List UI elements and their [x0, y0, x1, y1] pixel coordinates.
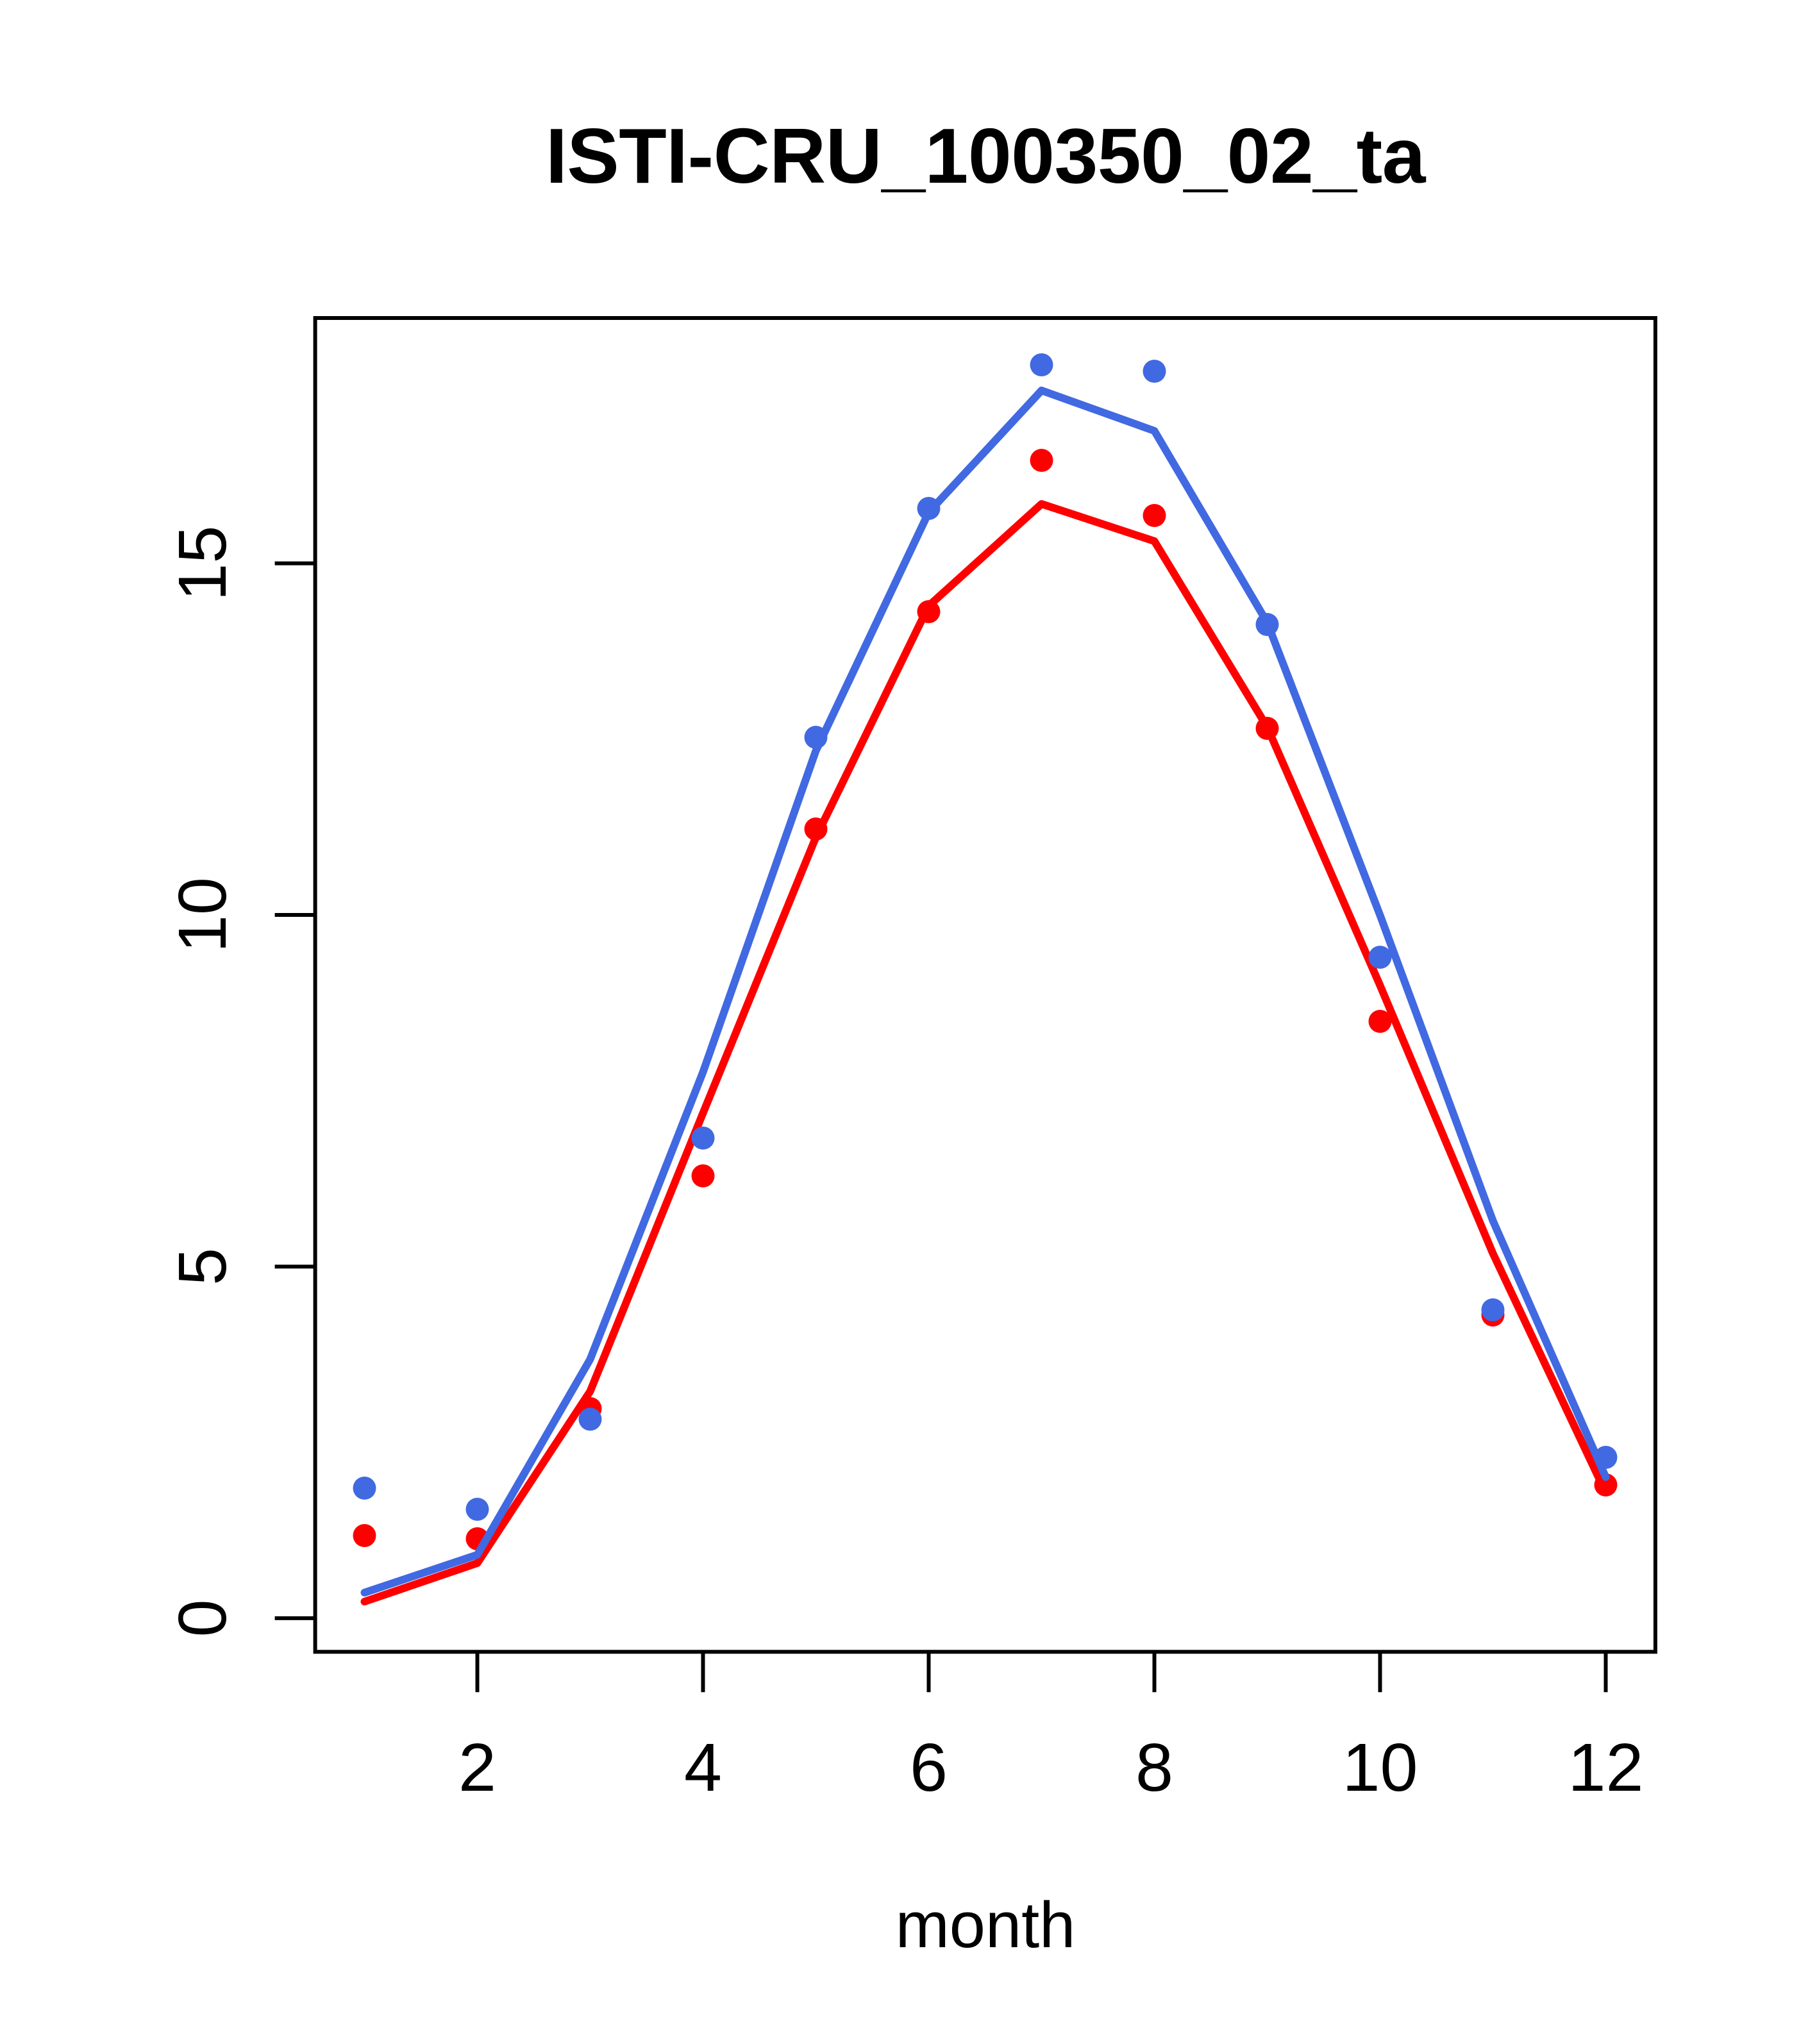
svg-text:month: month — [896, 1889, 1076, 1961]
svg-text:10: 10 — [1343, 1730, 1418, 1805]
svg-text:4: 4 — [684, 1730, 722, 1805]
svg-text:ISTI-CRU_100350_02_ta: ISTI-CRU_100350_02_ta — [546, 112, 1427, 199]
svg-text:0: 0 — [165, 1599, 240, 1637]
svg-text:8: 8 — [1135, 1730, 1173, 1805]
svg-text:5: 5 — [165, 1248, 240, 1286]
svg-text:15: 15 — [165, 526, 240, 601]
svg-text:10: 10 — [165, 877, 240, 953]
svg-text:12: 12 — [1568, 1730, 1644, 1805]
svg-text:6: 6 — [910, 1730, 948, 1805]
svg-text:2: 2 — [458, 1730, 496, 1805]
